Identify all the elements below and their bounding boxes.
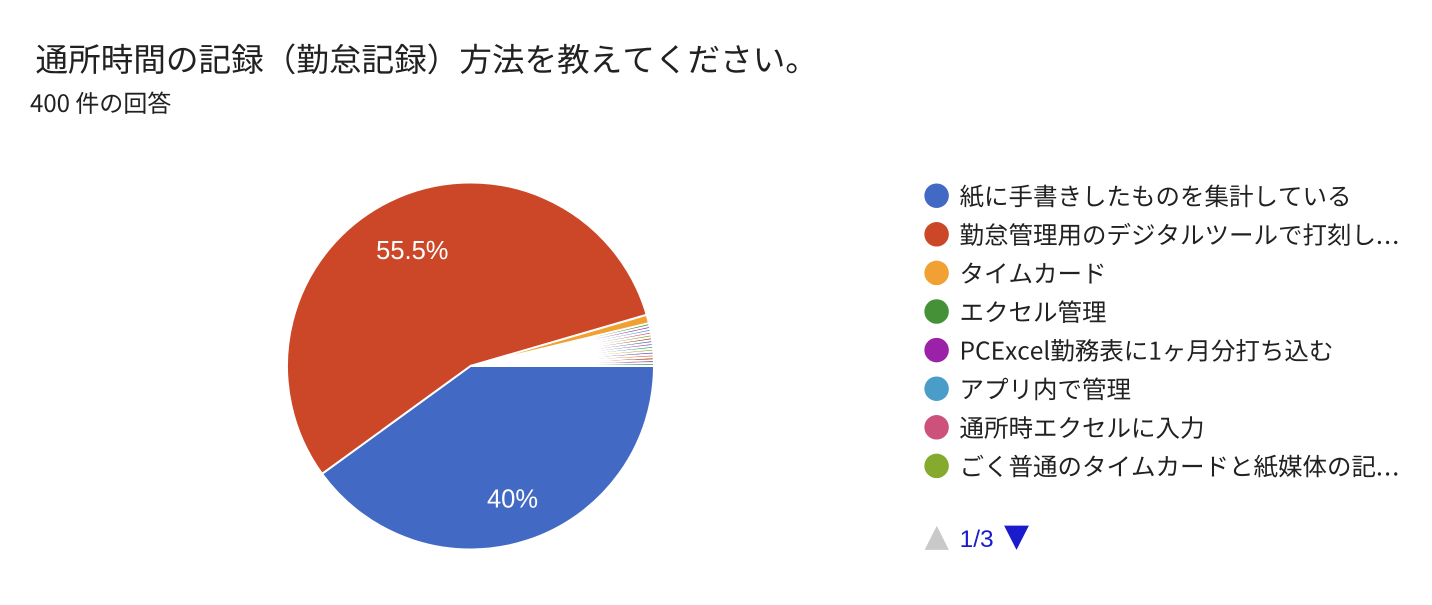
- svg-text:1/3: 1/3: [960, 526, 994, 553]
- svg-text:40%: 40%: [487, 486, 538, 514]
- svg-text:55.5%: 55.5%: [376, 237, 448, 265]
